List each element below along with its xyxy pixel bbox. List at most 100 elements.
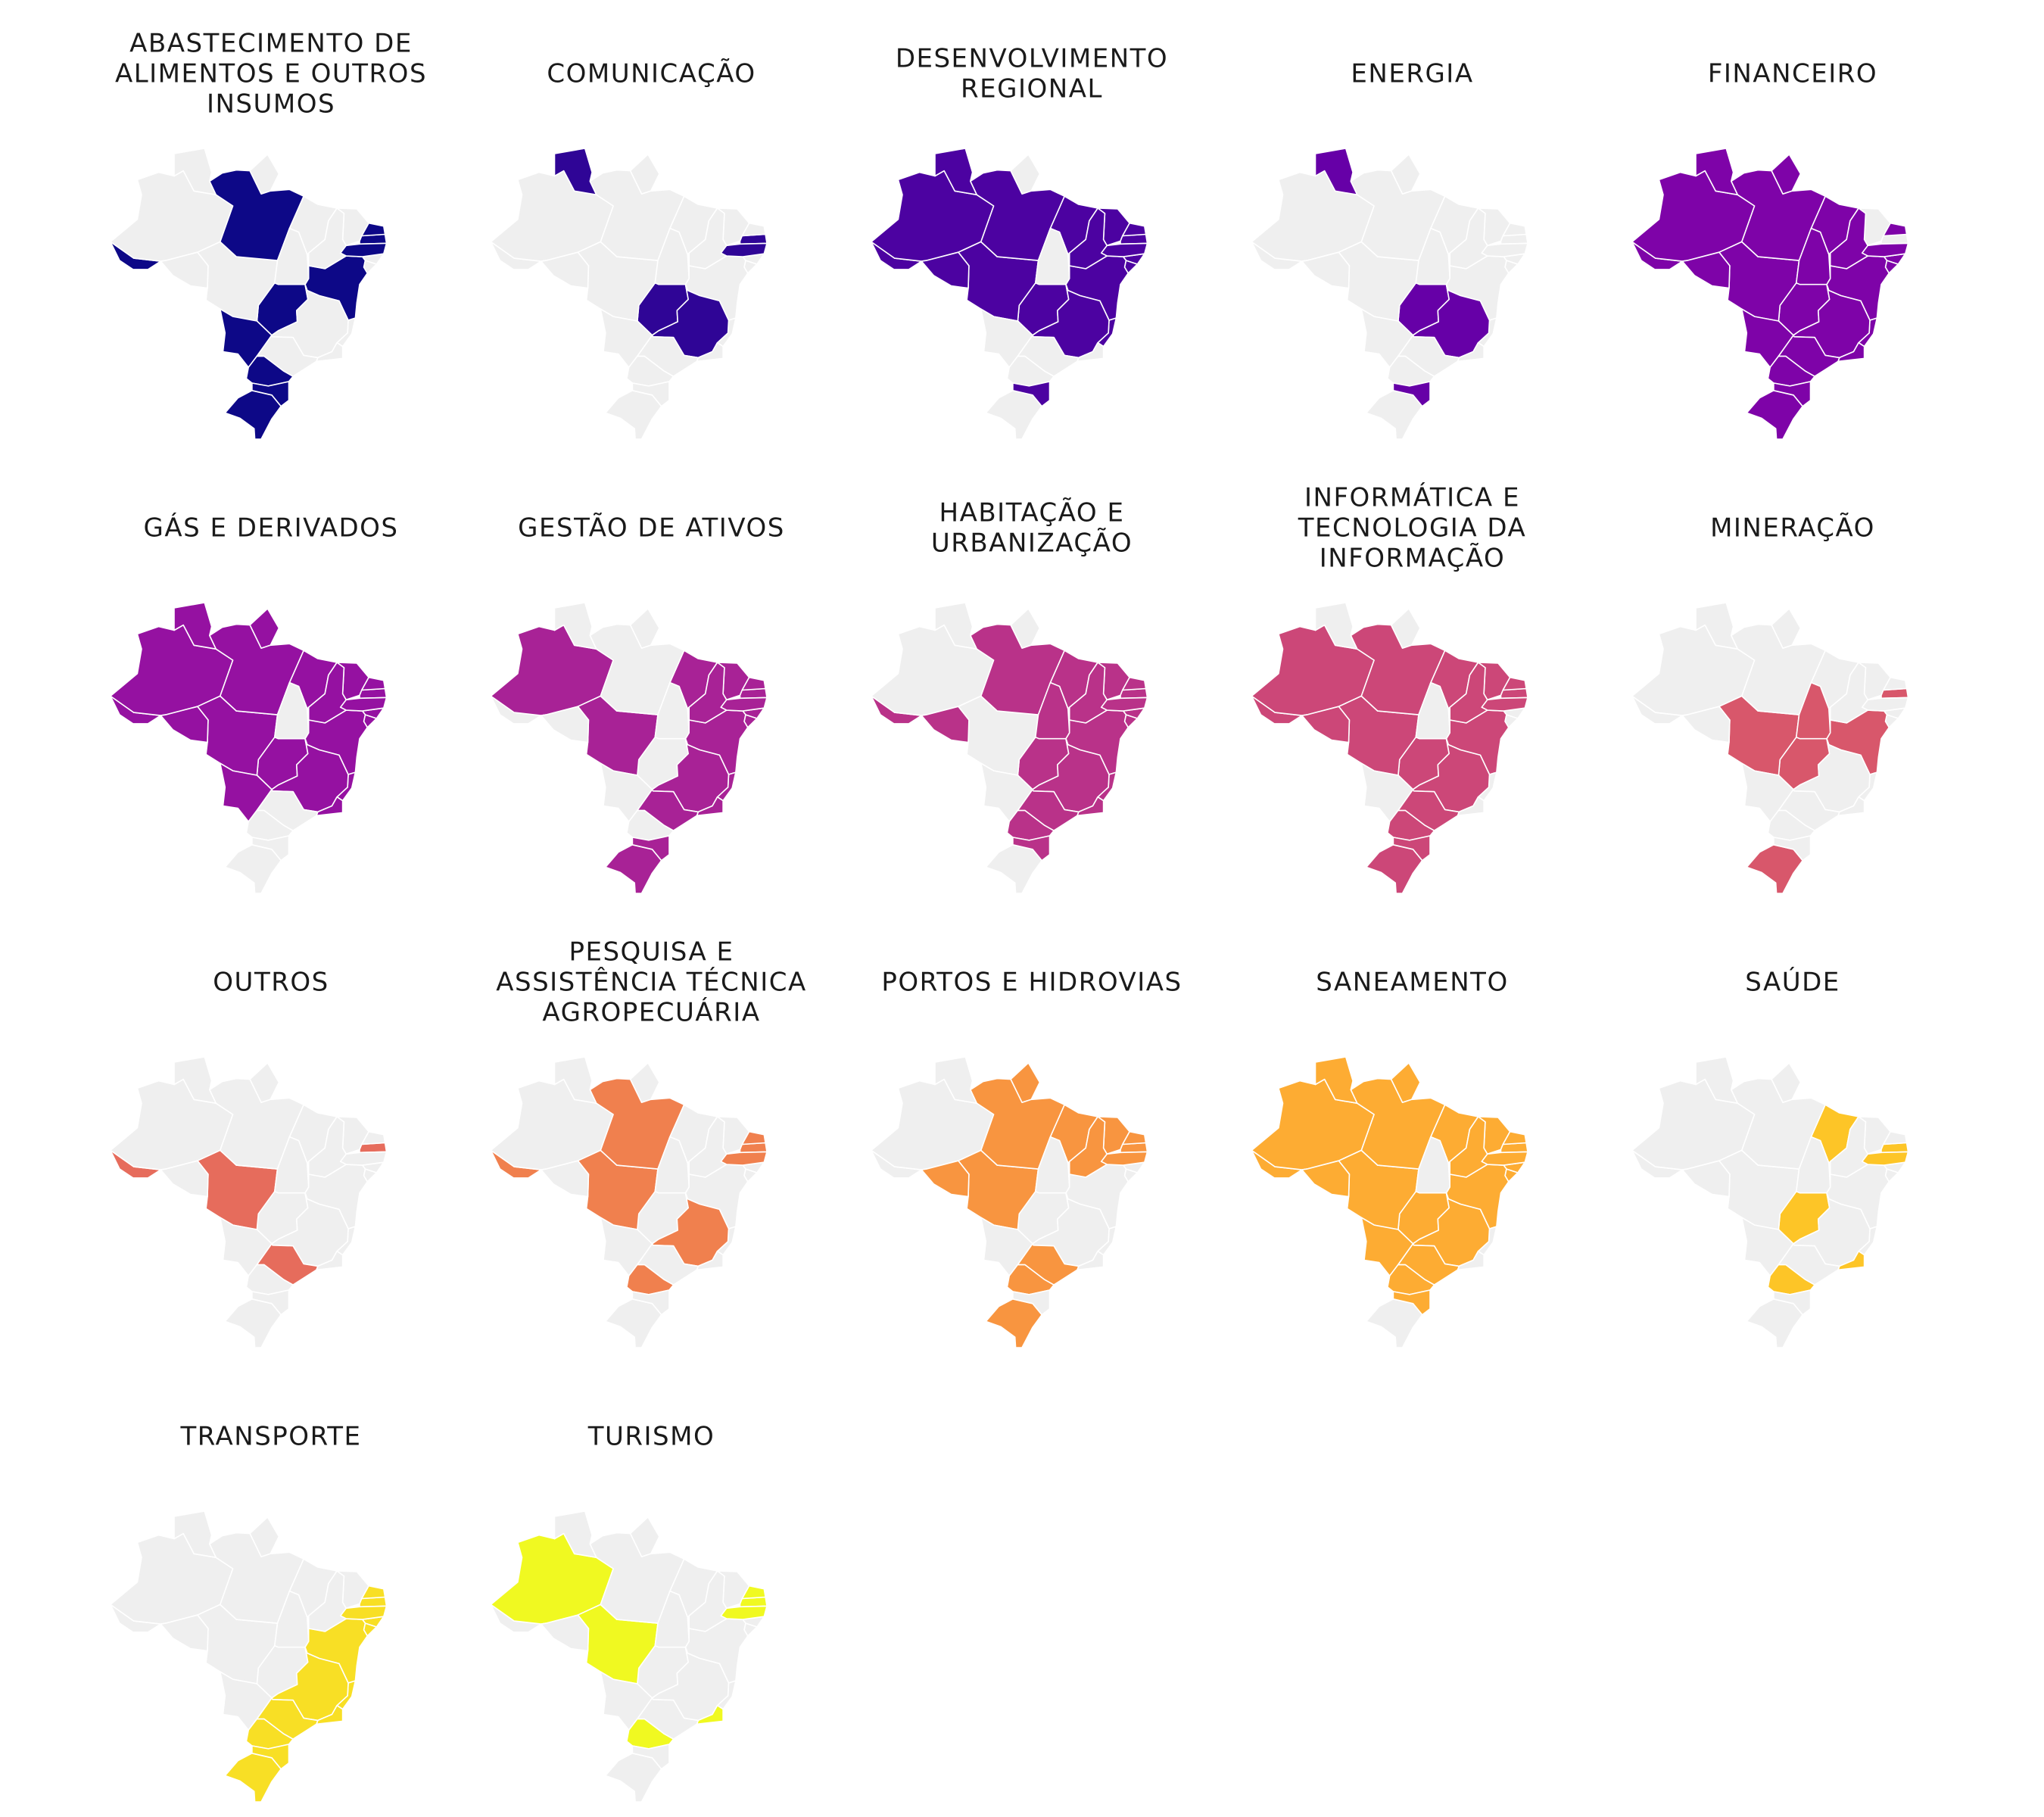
panel-title: GÁS E DERIVADOS [144,513,399,544]
state [1695,602,1738,650]
state [1068,1116,1108,1178]
state [741,1130,766,1145]
state [160,706,209,743]
state [1012,381,1051,407]
brazil-map [110,1510,388,1803]
panel-title: TURISMO [587,1422,715,1452]
state [1012,835,1051,862]
state [363,1622,378,1637]
map-panel: FINANCEIRO [1631,59,1909,440]
state [1829,207,1868,270]
brazil-map [110,1056,388,1348]
panel-title: COMUNICAÇÃO [547,59,756,89]
map-panel: TURISMO [490,1422,768,1803]
brazil-map [1251,1056,1528,1348]
state [1314,148,1358,195]
state [934,148,977,195]
brazil-map [490,602,768,894]
state [1100,697,1148,712]
state [970,1077,1065,1170]
state [605,1753,662,1803]
panel-title: GESTÃO DE ATIVOS [518,513,785,544]
state [631,1744,670,1770]
state [1861,1151,1909,1166]
map-panel: TRANSPORTE [110,1422,388,1803]
state [307,1116,347,1178]
state [1122,222,1147,237]
state [1502,222,1527,237]
state [1392,1289,1431,1316]
state [209,1077,304,1170]
state [224,1753,282,1803]
state [361,676,386,691]
state [339,242,388,257]
state [985,844,1042,894]
state [741,222,766,237]
state [1392,835,1431,862]
brazil-map [1251,148,1528,440]
state [631,835,670,862]
state [1481,697,1528,712]
panel-title: PESQUISA E [569,937,734,968]
state [1100,242,1148,257]
state [339,697,388,712]
state [1314,1056,1358,1104]
state [553,1056,597,1104]
brazil-map [1251,602,1528,894]
state [934,1056,977,1104]
state [1366,844,1423,894]
panel-title: HABITAÇÃO E [939,498,1125,528]
state [209,623,304,715]
state [1397,1243,1460,1286]
state [1035,1136,1070,1194]
panel-title: ABASTECIMENTO DE [129,29,413,59]
map-panel: SANEAMENTO [1251,968,1528,1348]
state [541,1614,590,1652]
state [741,676,766,691]
map-panel: COMUNICAÇÃO [490,59,768,440]
state [274,1136,310,1194]
state [1068,207,1108,270]
state [553,148,597,195]
state [361,1585,386,1600]
state [720,697,768,712]
state [1731,1077,1826,1170]
state [1449,1116,1488,1178]
state [1502,1130,1527,1145]
map-panel: MINERAÇÃO [1631,513,1909,894]
state [251,1744,290,1770]
panel-title: ENERGIA [1351,59,1473,89]
state [224,390,282,440]
brazil-map [490,1056,768,1348]
state [1796,1136,1831,1194]
state [720,242,768,257]
state [605,1298,662,1348]
state [1746,1298,1803,1348]
state [224,844,282,894]
state [1829,662,1868,724]
brazil-map [110,148,388,440]
state [256,1243,319,1286]
state [1035,227,1070,285]
state [1681,706,1731,743]
state [307,207,347,270]
state [363,1168,378,1183]
state [921,1160,970,1198]
state [589,1532,685,1624]
state [741,1585,766,1600]
state [688,1570,728,1632]
state [256,789,319,831]
state [1123,260,1139,274]
state [743,1622,758,1637]
state [688,662,728,724]
state [1350,623,1446,715]
state [1449,662,1488,724]
state [307,1570,347,1632]
state [1502,676,1527,691]
state [743,1168,758,1183]
state [605,844,662,894]
state [985,1298,1042,1348]
